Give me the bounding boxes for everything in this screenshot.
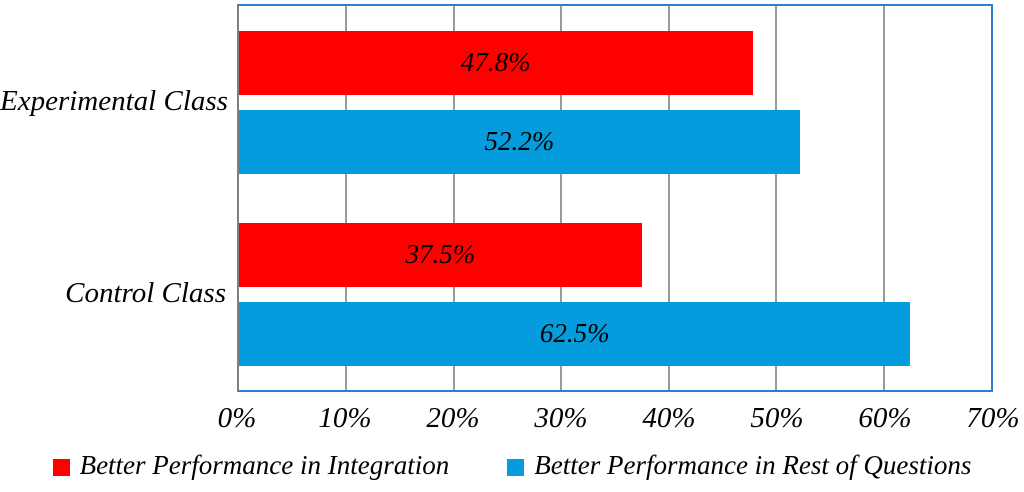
category-label-0: Experimental Class — [0, 85, 228, 118]
legend-swatch-icon — [507, 458, 525, 476]
bar-data-label: 62.5% — [539, 318, 610, 348]
bar-data-label: 52.2% — [484, 126, 555, 156]
x-tick-label-3: 30% — [534, 402, 588, 434]
bar-series-1-category-0: 52.2% — [239, 109, 800, 174]
x-tick-label-6: 60% — [858, 402, 912, 434]
x-tick-label-1: 10% — [318, 402, 372, 434]
gridline-20% — [452, 6, 455, 390]
bar-series-0-category-0: 47.8% — [239, 30, 753, 95]
legend-item-1: Better Performance in Rest of Questions — [507, 450, 971, 481]
legend-swatch-icon — [52, 458, 70, 476]
bar-series-1-category-1: 62.5% — [239, 301, 911, 366]
x-axis-tick-labels: 0% 10% 20% 30% 40% 50% 60% 70% — [218, 402, 1020, 444]
plot-area: 47.8% 52.2% 37.5% 62.5% — [237, 4, 993, 392]
gridline-10% — [345, 6, 348, 390]
legend: Better Performance in Integration Better … — [0, 450, 1024, 481]
legend-item-0: Better Performance in Integration — [52, 450, 450, 481]
gridline-30% — [560, 6, 563, 390]
x-tick-label-4: 40% — [642, 402, 696, 434]
bar-series-0-category-1: 37.5% — [239, 222, 642, 287]
x-tick-label-5: 50% — [750, 402, 804, 434]
x-tick-label-2: 20% — [426, 402, 480, 434]
gridline-60% — [882, 6, 885, 390]
category-label-1: Control Class — [65, 277, 226, 310]
x-tick-label-0: 0% — [217, 402, 257, 434]
legend-label: Better Performance in Rest of Questions — [534, 450, 972, 480]
bar-data-label: 47.8% — [460, 47, 531, 77]
gridline-40% — [667, 6, 670, 390]
x-tick-label-7: 70% — [966, 402, 1020, 434]
gridline-50% — [775, 6, 778, 390]
legend-label: Better Performance in Integration — [79, 450, 450, 480]
bar-data-label: 37.5% — [405, 239, 476, 269]
